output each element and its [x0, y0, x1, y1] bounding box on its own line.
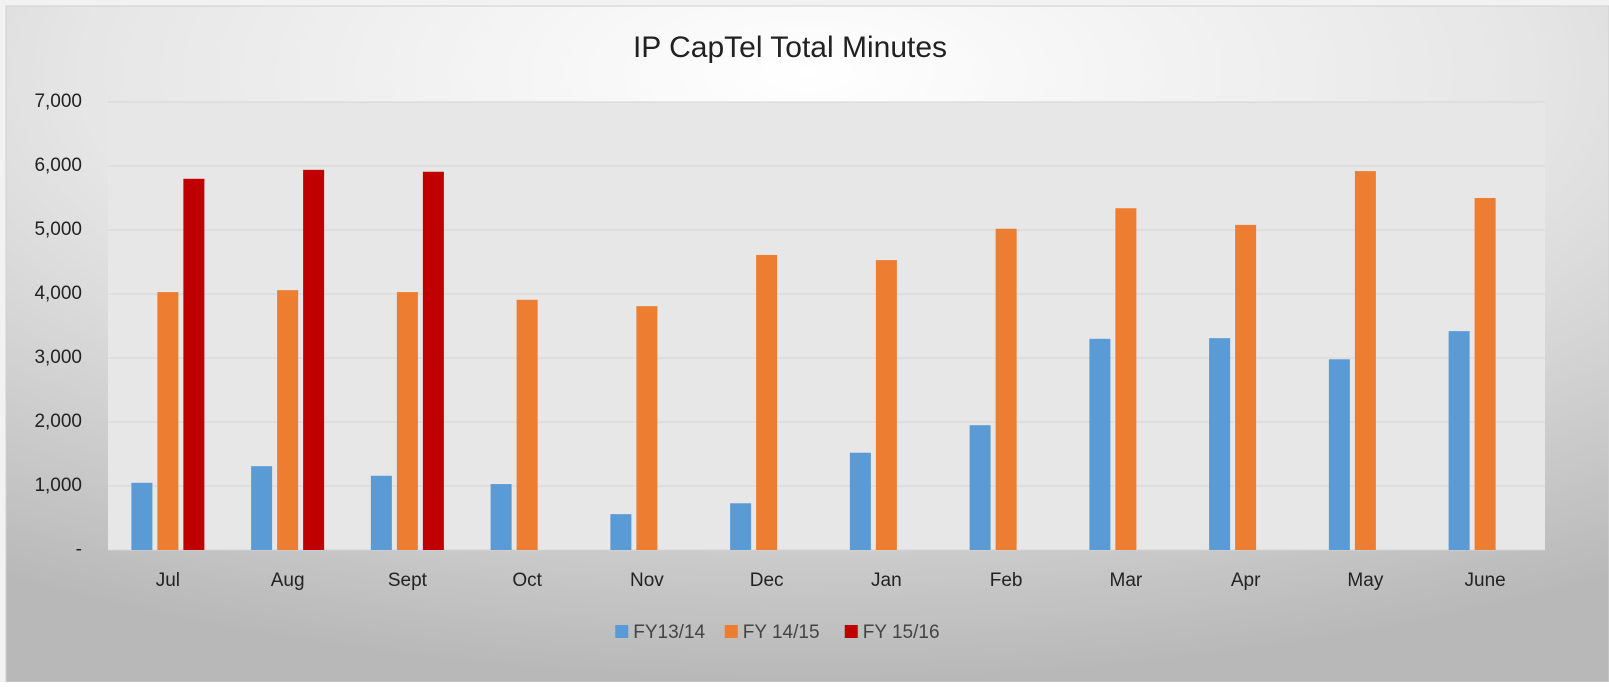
y-tick-label: 2,000 — [34, 411, 82, 432]
legend-swatch — [615, 625, 629, 638]
y-tick-label: 6,000 — [34, 155, 82, 176]
bar — [969, 425, 991, 550]
bar — [756, 254, 778, 550]
y-tick-label: 3,000 — [34, 347, 82, 368]
x-tick-label: Dec — [750, 570, 784, 591]
legend-label: FY 15/16 — [863, 622, 940, 643]
x-tick-label: Jul — [156, 570, 180, 591]
bar — [370, 475, 392, 550]
x-tick-label: May — [1347, 570, 1383, 591]
bar — [303, 169, 325, 550]
x-tick-label: Oct — [512, 570, 542, 591]
x-tick-label: Mar — [1110, 570, 1143, 591]
x-tick-label: June — [1465, 570, 1506, 591]
bar — [1328, 359, 1350, 550]
bar — [490, 484, 512, 550]
bar — [516, 299, 538, 550]
y-tick-label: 1,000 — [34, 475, 82, 496]
legend-swatch — [724, 625, 738, 638]
y-tick-label: 4,000 — [34, 283, 82, 304]
x-tick-label: Jan — [871, 570, 902, 591]
bar — [636, 306, 658, 550]
bar — [730, 503, 752, 550]
bar — [157, 292, 179, 550]
bar — [183, 178, 205, 551]
bar — [875, 260, 897, 550]
bar — [277, 290, 299, 550]
legend-label: FY13/14 — [633, 622, 705, 643]
y-tick-label: 5,000 — [34, 219, 82, 240]
bar — [849, 452, 871, 550]
plot-area — [108, 102, 1545, 550]
bar — [1089, 338, 1111, 550]
bar — [1448, 331, 1470, 550]
chart-title: IP CapTel Total Minutes — [633, 31, 947, 64]
bar — [1235, 224, 1257, 550]
x-tick-label: Sept — [388, 570, 428, 591]
bar — [995, 228, 1017, 550]
bar — [251, 466, 273, 550]
x-tick-label: Feb — [990, 570, 1023, 591]
bar — [422, 171, 444, 550]
x-tick-label: Aug — [271, 570, 305, 591]
x-tick-label: Nov — [630, 570, 664, 591]
bar — [610, 514, 632, 550]
y-tick-label: 7,000 — [34, 91, 82, 112]
bar — [1474, 198, 1496, 550]
bar — [1209, 338, 1231, 550]
bar — [1115, 208, 1137, 551]
legend-swatch — [844, 625, 858, 638]
bar — [131, 482, 153, 550]
x-tick-label: Apr — [1231, 570, 1261, 591]
bar — [1354, 171, 1376, 550]
legend-label: FY 14/15 — [743, 622, 820, 643]
bar — [396, 292, 418, 550]
y-tick-label: - — [76, 539, 82, 560]
